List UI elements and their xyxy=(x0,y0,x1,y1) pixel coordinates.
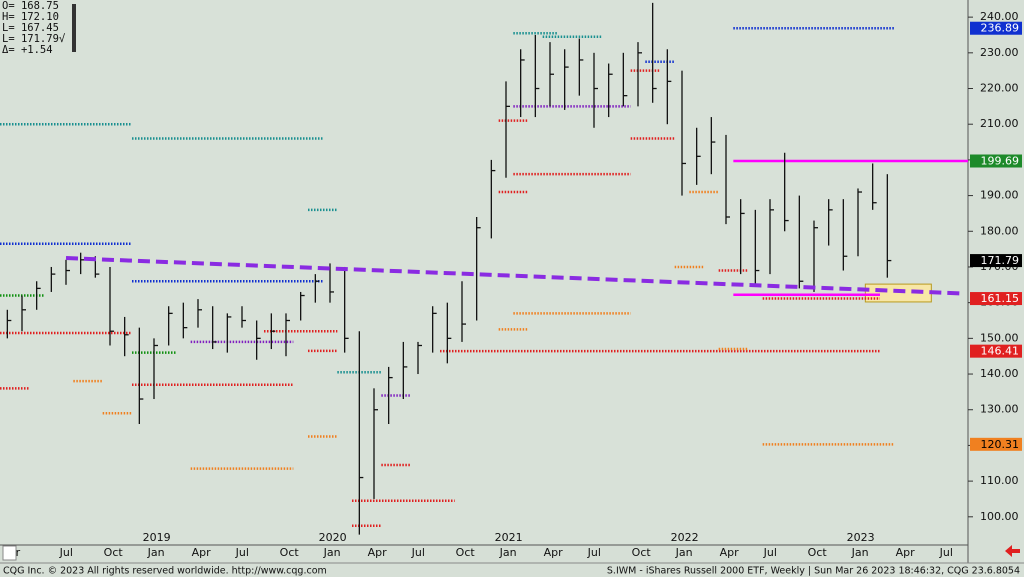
x-tick-label: Jan xyxy=(675,546,693,559)
price-label: 120.31 xyxy=(981,438,1020,451)
x-tick-label: Jul xyxy=(587,546,601,559)
x-tick-label: Jul xyxy=(763,546,777,559)
x-tick-label: Jan xyxy=(323,546,341,559)
price-label-box xyxy=(970,437,1022,451)
x-tick-label: Oct xyxy=(632,546,652,559)
y-tick-label: 230.00 xyxy=(980,46,1019,59)
x-tick-label: Jan xyxy=(851,546,869,559)
x-tick-label: Oct xyxy=(808,546,828,559)
y-tick-label: 140.00 xyxy=(980,367,1019,380)
info-text: H= 172.10 xyxy=(2,11,59,23)
info-text: O= 168.75 xyxy=(2,0,59,12)
x-tick-label: Oct xyxy=(280,546,300,559)
price-label-box xyxy=(970,254,1022,268)
y-tick-label: 220.00 xyxy=(980,82,1019,95)
scroll-box[interactable] xyxy=(2,545,17,561)
footer-right: S.IWM - iShares Russell 2000 ETF, Weekly… xyxy=(607,566,1020,577)
x-tick-label: Jul xyxy=(59,546,73,559)
price-label-box xyxy=(970,154,1022,168)
x-tick-label: Apr xyxy=(896,546,916,559)
y-tick-label: 130.00 xyxy=(980,403,1019,416)
info-text: Δ= +1.54 xyxy=(2,44,53,56)
y-tick-label: 110.00 xyxy=(980,474,1019,487)
x-tick-label: Jan xyxy=(147,546,165,559)
x-tick-label: Jul xyxy=(235,546,249,559)
x-tick-label: Jul xyxy=(939,546,953,559)
x-tick-label: Apr xyxy=(720,546,740,559)
y-tick-label: 100.00 xyxy=(980,510,1019,523)
year-label: 2019 xyxy=(143,531,171,544)
year-label: 2021 xyxy=(495,531,523,544)
info-box xyxy=(0,0,78,57)
y-tick-label: 190.00 xyxy=(980,189,1019,202)
info-text: L= 167.45 xyxy=(2,22,59,34)
x-tick-label: r xyxy=(16,546,21,559)
price-label: 199.69 xyxy=(981,155,1020,168)
x-tick-label: Oct xyxy=(104,546,124,559)
year-label: 2023 xyxy=(847,531,875,544)
footer-left: CQG Inc. © 2023 All rights reserved worl… xyxy=(3,566,327,577)
price-label-box xyxy=(970,344,1022,358)
trend-line xyxy=(65,256,961,296)
year-label: 2022 xyxy=(671,531,699,544)
y-tick-label: 240.00 xyxy=(980,10,1019,23)
x-tick-label: Apr xyxy=(544,546,564,559)
info-bar xyxy=(72,4,76,52)
price-label: 161.15 xyxy=(981,292,1020,305)
price-label-box xyxy=(970,21,1022,35)
x-tick-label: Jan xyxy=(499,546,517,559)
x-tick-label: Oct xyxy=(456,546,476,559)
plot-area xyxy=(0,0,968,545)
y-tick-label: 180.00 xyxy=(980,224,1019,237)
info-text: L= 171.79√ xyxy=(2,33,66,45)
price-label: 171.79 xyxy=(981,254,1020,267)
scroll-arrow[interactable] xyxy=(1005,545,1020,557)
y-tick-label: 210.00 xyxy=(980,117,1019,130)
price-label-box xyxy=(970,292,1022,306)
x-tick-label: Apr xyxy=(192,546,212,559)
year-label: 2020 xyxy=(319,531,347,544)
x-tick-label: Jul xyxy=(411,546,425,559)
price-label: 146.41 xyxy=(981,345,1020,358)
price-label: 236.89 xyxy=(981,22,1020,35)
x-tick-label: Apr xyxy=(368,546,388,559)
y-tick-label: 150.00 xyxy=(980,331,1019,344)
